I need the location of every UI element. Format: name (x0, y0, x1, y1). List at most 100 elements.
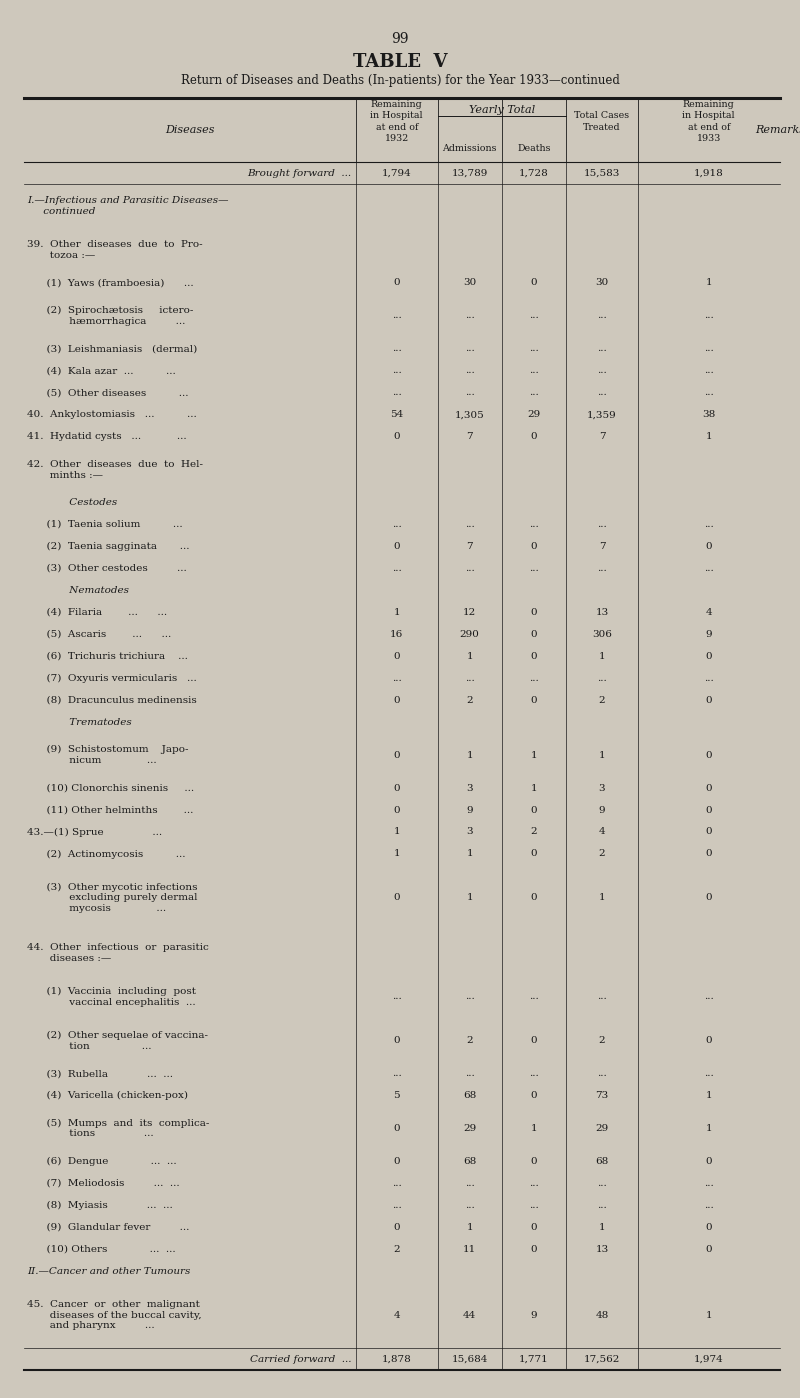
Text: 68: 68 (463, 1158, 476, 1166)
Text: 4: 4 (394, 1311, 400, 1320)
Text: 0: 0 (706, 828, 712, 836)
Text: 15,583: 15,583 (584, 169, 620, 178)
Text: 1: 1 (466, 893, 473, 902)
Text: 43.—(1) Sprue               ...: 43.—(1) Sprue ... (27, 828, 162, 836)
Text: ...: ... (704, 1201, 714, 1209)
Text: (2)  Taenia sagginata       ...: (2) Taenia sagginata ... (27, 542, 190, 551)
Text: ...: ... (704, 674, 714, 682)
Text: 45.  Cancer  or  other  malignant
       diseases of the buccal cavity,
       a: 45. Cancer or other malignant diseases o… (27, 1300, 202, 1331)
Text: ...: ... (704, 520, 714, 528)
Text: 30: 30 (595, 278, 609, 288)
Text: 0: 0 (530, 1244, 538, 1254)
Text: 0: 0 (394, 432, 400, 442)
Text: Cestodes: Cestodes (27, 498, 118, 507)
Text: ...: ... (465, 674, 474, 682)
Text: ...: ... (529, 1069, 539, 1078)
Text: 1: 1 (706, 1090, 712, 1100)
Text: (4)  Kala azar  ...          ...: (4) Kala azar ... ... (27, 366, 176, 375)
Text: (7)  Meliodosis         ...  ...: (7) Meliodosis ... ... (27, 1179, 180, 1188)
Text: 1: 1 (394, 850, 400, 858)
Text: Carried forward  ...: Carried forward ... (250, 1355, 351, 1363)
Text: ...: ... (529, 563, 539, 573)
Text: TABLE  V: TABLE V (353, 53, 447, 71)
Text: 30: 30 (463, 278, 476, 288)
Text: 306: 306 (592, 630, 612, 639)
Text: 1: 1 (598, 893, 606, 902)
Text: 2: 2 (598, 850, 606, 858)
Text: 9: 9 (466, 805, 473, 815)
Text: 1: 1 (530, 783, 538, 793)
Text: (5)  Ascaris        ...      ...: (5) Ascaris ... ... (27, 630, 171, 639)
Text: 0: 0 (706, 751, 712, 759)
Text: I.—Infectious and Parasitic Diseases—
     continued: I.—Infectious and Parasitic Diseases— co… (27, 196, 229, 215)
Text: ...: ... (392, 312, 402, 320)
Text: 1: 1 (466, 651, 473, 661)
Text: Return of Diseases and Deaths (In-patients) for the Year 1933—continued: Return of Diseases and Deaths (In-patien… (181, 74, 619, 87)
Text: (2)  Actinomycosis          ...: (2) Actinomycosis ... (27, 850, 186, 858)
Text: ...: ... (704, 344, 714, 354)
Text: 1,771: 1,771 (519, 1355, 549, 1363)
Text: ...: ... (392, 674, 402, 682)
Text: 54: 54 (390, 410, 403, 419)
Text: ...: ... (529, 389, 539, 397)
Text: (3)  Other cestodes         ...: (3) Other cestodes ... (27, 563, 187, 573)
Text: ...: ... (465, 366, 474, 375)
Text: 9: 9 (530, 1311, 538, 1320)
Text: ...: ... (597, 563, 607, 573)
Text: 0: 0 (530, 608, 538, 617)
Text: 0: 0 (706, 1223, 712, 1232)
Text: (6)  Trichuris trichiura    ...: (6) Trichuris trichiura ... (27, 651, 188, 661)
Text: 0: 0 (530, 1223, 538, 1232)
Text: 0: 0 (706, 542, 712, 551)
Text: 0: 0 (530, 893, 538, 902)
Text: 1,305: 1,305 (454, 410, 485, 419)
Text: (5)  Other diseases          ...: (5) Other diseases ... (27, 389, 189, 397)
Text: 0: 0 (394, 783, 400, 793)
Text: ...: ... (529, 993, 539, 1001)
Text: 73: 73 (595, 1090, 609, 1100)
Text: ...: ... (597, 674, 607, 682)
Text: 1,878: 1,878 (382, 1355, 412, 1363)
Text: 1: 1 (706, 1124, 712, 1132)
Text: Nematodes: Nematodes (27, 586, 129, 596)
Text: (10) Others             ...  ...: (10) Others ... ... (27, 1244, 176, 1254)
Text: 1: 1 (530, 1124, 538, 1132)
Text: 7: 7 (598, 432, 606, 442)
Text: (1)  Vaccinia  including  post
             vaccinal encephalitis  ...: (1) Vaccinia including post vaccinal enc… (27, 987, 196, 1007)
Text: 0: 0 (394, 893, 400, 902)
Text: 0: 0 (394, 751, 400, 759)
Text: ...: ... (465, 1179, 474, 1188)
Text: Trematodes: Trematodes (27, 717, 132, 727)
Text: (3)  Other mycotic infections
             excluding purely dermal
             : (3) Other mycotic infections excluding p… (27, 882, 198, 913)
Text: 7: 7 (466, 432, 473, 442)
Text: Diseases: Diseases (166, 124, 214, 136)
Text: 1,359: 1,359 (587, 410, 617, 419)
Text: 4: 4 (706, 608, 712, 617)
Text: 0: 0 (706, 696, 712, 705)
Text: 13: 13 (595, 608, 609, 617)
Text: 0: 0 (530, 432, 538, 442)
Text: 1,794: 1,794 (382, 169, 412, 178)
Text: ...: ... (529, 674, 539, 682)
Text: 0: 0 (394, 696, 400, 705)
Text: 68: 68 (463, 1090, 476, 1100)
Text: ...: ... (597, 344, 607, 354)
Text: 9: 9 (706, 630, 712, 639)
Text: 3: 3 (598, 783, 606, 793)
Text: ...: ... (392, 389, 402, 397)
Text: ...: ... (529, 344, 539, 354)
Text: 2: 2 (394, 1244, 400, 1254)
Text: Admissions: Admissions (442, 144, 497, 152)
Text: 1: 1 (466, 1223, 473, 1232)
Text: 1: 1 (706, 1311, 712, 1320)
Text: ...: ... (529, 312, 539, 320)
Text: (4)  Filaria        ...      ...: (4) Filaria ... ... (27, 608, 167, 617)
Text: Total Cases
Treated: Total Cases Treated (574, 112, 630, 131)
Text: (1)  Taenia solium          ...: (1) Taenia solium ... (27, 520, 183, 528)
Text: 13: 13 (595, 1244, 609, 1254)
Text: 0: 0 (530, 1158, 538, 1166)
Text: 44: 44 (463, 1311, 476, 1320)
Text: 0: 0 (394, 1124, 400, 1132)
Text: 0: 0 (394, 1036, 400, 1046)
Text: 17,562: 17,562 (584, 1355, 620, 1363)
